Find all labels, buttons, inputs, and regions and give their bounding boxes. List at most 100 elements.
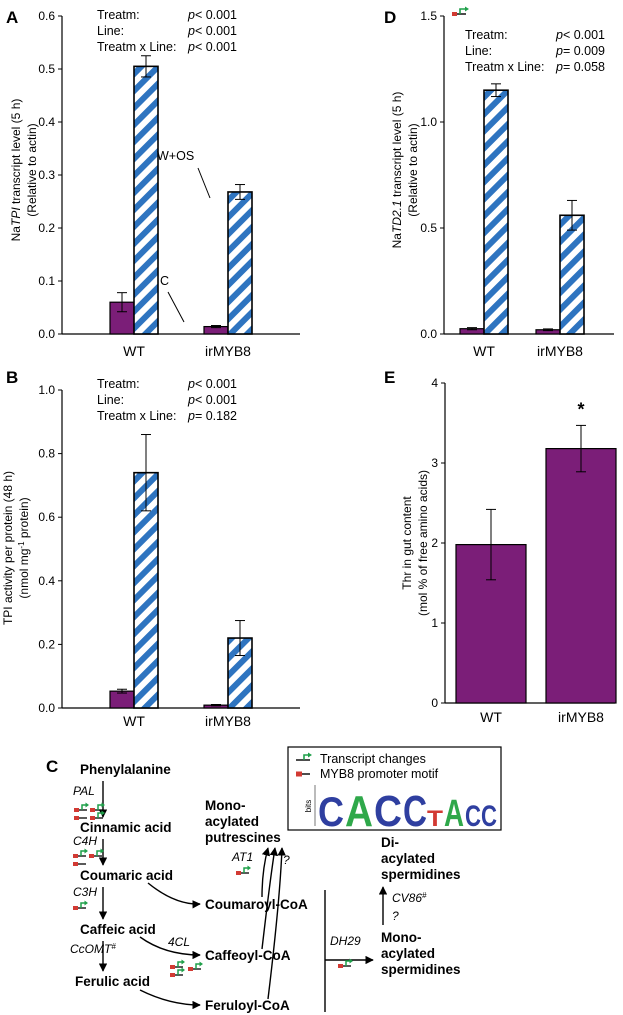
motif-sequence-logo: bits C A C C T A C C: [304, 785, 497, 836]
compound-di-acylated-spermidines-l1: Di-: [381, 835, 399, 850]
panel-d-plot-area: 0.0 0.5 1.0 1.5 WT irMYB8: [420, 9, 614, 359]
enzyme-at1-unknown: ?: [283, 853, 290, 867]
compound-mono-acylated-spermidines-l1: Mono-: [381, 930, 421, 945]
enzyme-dh29: DH29: [330, 934, 361, 948]
arrow-coumaroyl-to-putrescines: [261, 847, 271, 898]
arrow-to-caffeoyl-coa: [139, 936, 201, 960]
ylabel-part: transcript level (5 h): [9, 99, 23, 208]
panel-c-pathway: C Transcript changes MYB8 promoter motif…: [46, 746, 502, 1013]
panel-a-ylabel-line1: NaTPI transcript level (5 h): [9, 99, 23, 242]
bar: [109, 690, 135, 709]
compound-coumaric-acid: Coumaric acid: [80, 868, 173, 883]
panel-a-ylabel-line2: (Relative to actin): [25, 123, 39, 216]
y-tick-label: 0.0: [420, 327, 437, 341]
gene-marker-icon: [236, 865, 251, 875]
pathway-legend: Transcript changes MYB8 promoter motif b…: [287, 746, 502, 836]
arrow-feruloyl-to-putrescines: [267, 847, 286, 1000]
compound-phenylalanine: Phenylalanine: [80, 762, 171, 777]
x-category-label: irMYB8: [558, 709, 604, 725]
y-tick-label: 0.4: [38, 574, 55, 588]
annotation-label: W+OS: [157, 149, 194, 163]
stat-term: Treatm x Line:: [97, 409, 176, 423]
panel-d-chart: D NaTD2.1 transcript level (5 h) (Relati…: [384, 6, 614, 359]
stat-term: Treatm:: [97, 377, 140, 391]
logo-letter: T: [427, 806, 444, 831]
annotation-label: C: [160, 274, 169, 288]
gene-marker-icon: [73, 900, 88, 910]
annotation-leader: [197, 167, 211, 199]
enzyme-4cl: 4CL: [168, 935, 190, 949]
stat-pvalue: p< 0.001: [187, 377, 237, 391]
gene-marker-icon: [89, 848, 104, 858]
bar: [559, 214, 585, 335]
ylabel-gene: TD2.1: [390, 200, 404, 233]
panel-b-ylabel: TPI activity per protein (48 h) (nmol mg…: [1, 471, 31, 625]
ylabel-part: Na: [9, 226, 23, 242]
annotation-leader: [167, 291, 185, 323]
stat-pvalue: p< 0.001: [187, 40, 237, 54]
panel-a-stats: Treatm: p< 0.001 Line: p< 0.001 Treatm x…: [97, 8, 237, 54]
gene-marker-icon: [73, 848, 88, 858]
panel-b-ylabel-line1: TPI activity per protein (48 h): [1, 471, 15, 625]
y-tick-label: 0.4: [38, 115, 55, 129]
legend-transcript-label: Transcript changes: [320, 752, 426, 766]
bar: [483, 89, 509, 335]
panel-b-chart: B TPI activity per protein (48 h) (nmol …: [1, 368, 300, 729]
y-tick-label: 0.2: [38, 221, 55, 235]
compound-di-acylated-spermidines-l3: spermidines: [381, 867, 461, 882]
ylabel-part: transcript level (5 h): [390, 92, 404, 201]
y-tick-label: 0.0: [38, 701, 55, 715]
compound-feruloyl-coa: Feruloyl-CoA: [205, 998, 290, 1013]
compound-mono-acylated-putrescines-l3: putrescines: [205, 830, 281, 845]
x-category-label: WT: [473, 343, 495, 359]
gene-marker-icon: [74, 816, 87, 820]
panel-e-ylabel-line1: Thr in gut content: [400, 496, 414, 590]
x-category-label: WT: [123, 343, 145, 359]
y-tick-label: 0.8: [38, 447, 55, 461]
y-tick-label: 0.3: [38, 168, 55, 182]
compound-mono-acylated-putrescines-l2: acylated: [205, 814, 259, 829]
panel-d-gene-flag: [452, 6, 469, 16]
logo-bits-label: bits: [304, 800, 313, 812]
panel-e-ylabel: Thr in gut content (mol % of free amino …: [400, 470, 430, 616]
x-category-label: irMYB8: [205, 713, 251, 729]
y-tick-label: 0: [431, 696, 438, 710]
compound-cinnamic-acid: Cinnamic acid: [80, 820, 172, 835]
stat-term: Line:: [97, 393, 124, 407]
stat-term: Treatm x Line:: [465, 60, 544, 74]
ylabel-part: (nmol mg: [17, 549, 31, 599]
ylabel-part: protein): [17, 497, 31, 541]
panel-letter-b: B: [6, 368, 18, 387]
panel-a-ylabel: NaTPI transcript level (5 h) (Relative t…: [9, 99, 39, 242]
compound-mono-acylated-spermidines-l3: spermidines: [381, 962, 461, 977]
x-category-label: irMYB8: [205, 343, 251, 359]
logo-letter: A: [345, 787, 373, 836]
stat-term: Treatm x Line:: [97, 40, 176, 54]
y-tick-label: 1.5: [420, 9, 437, 23]
stat-pvalue: p< 0.001: [187, 24, 237, 38]
enzyme-ccomt: CcOMT#: [70, 942, 116, 957]
x-category-label: irMYB8: [537, 343, 583, 359]
compound-caffeoyl-coa: Caffeoyl-CoA: [205, 948, 291, 963]
panel-letter-e: E: [384, 368, 395, 387]
logo-letter: C: [318, 788, 344, 835]
logo-letter: C: [465, 800, 481, 833]
compound-mono-acylated-putrescines-l1: Mono-: [205, 798, 245, 813]
arrow-to-feruloyl-coa: [139, 989, 201, 1010]
legend-box: [287, 746, 502, 831]
ylabel-gene: TPI: [9, 207, 23, 226]
enzyme-c3h: C3H: [73, 885, 97, 899]
y-tick-label: 3: [431, 456, 438, 470]
enzyme-pal: PAL: [73, 784, 95, 798]
enzyme-cv86: CV86#: [392, 891, 427, 906]
panel-b-stats: Treatm: p< 0.001 Line: p< 0.001 Treatm x…: [97, 377, 237, 423]
compound-mono-acylated-spermidines-l2: acylated: [381, 946, 435, 961]
panel-a-chart: A NaTPI transcript level (5 h) (Relative…: [6, 8, 300, 359]
logo-letter: C: [403, 787, 427, 836]
y-tick-label: 2: [431, 536, 438, 550]
gene-marker-icon: [90, 802, 105, 812]
panel-d-ylabel: NaTD2.1 transcript level (5 h) (Relative…: [390, 92, 420, 249]
x-category-label: WT: [480, 709, 502, 725]
y-tick-label: 1.0: [420, 115, 437, 129]
y-tick-label: 0.6: [38, 9, 55, 23]
